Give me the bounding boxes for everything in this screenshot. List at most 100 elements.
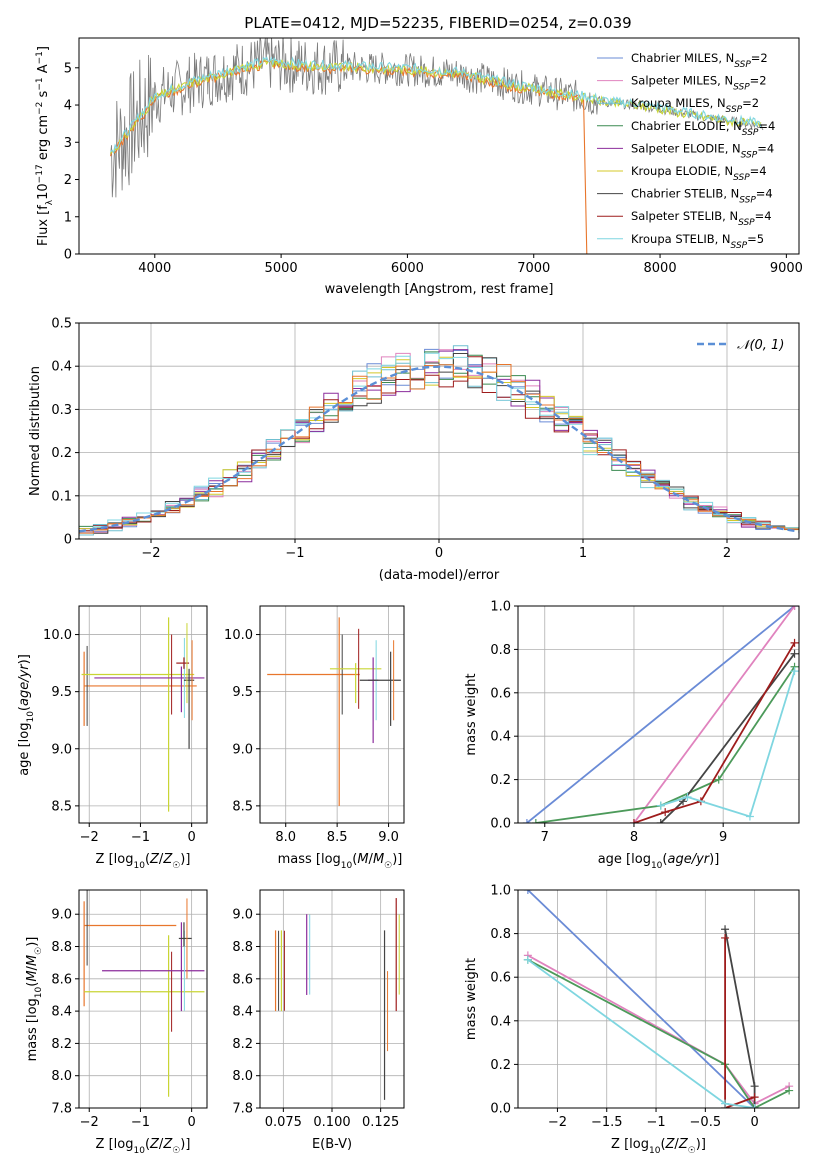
label-part: Z xyxy=(162,852,173,867)
x-tick-label: 0.100 xyxy=(313,1115,350,1130)
weight-marker xyxy=(790,638,799,647)
weight-series xyxy=(527,890,756,1108)
label-part: SSP xyxy=(733,83,750,93)
label-part: / xyxy=(159,1137,164,1152)
y-tick-label: 0.6 xyxy=(490,971,511,986)
x-tick-label: 8 xyxy=(630,830,638,845)
label-part: ( xyxy=(145,852,150,867)
y-axis-label: Normed distribution xyxy=(28,366,43,496)
x-tick-label: 9000 xyxy=(770,261,803,276)
x-axis-label: Z [log10(Z/Z☉)] xyxy=(96,1137,191,1156)
label-part: )] xyxy=(180,1137,190,1152)
x-tick-label: 0.075 xyxy=(265,1115,302,1130)
x-tick-label: 0.125 xyxy=(362,1115,399,1130)
label-part: Salpeter ELODIE, N xyxy=(631,141,741,155)
weight-marker xyxy=(750,1082,759,1091)
x-tick-label: −2 xyxy=(141,546,160,561)
x-tick-label: 1 xyxy=(579,546,587,561)
legend-entry: Salpeter MILES, NSSP=2 xyxy=(631,74,767,93)
label-part: Flux [f xyxy=(36,205,51,246)
label-part: )] xyxy=(392,852,402,867)
label-part: ( xyxy=(352,852,357,867)
x-tick-label: 0 xyxy=(435,546,443,561)
axes-frame xyxy=(78,37,800,255)
label-part: −17 xyxy=(35,164,45,183)
age-vs-metallicity-panel: −2 −1 08.59.09.510.0Z [log10(Z/Z☉)]age [lo… xyxy=(17,605,208,871)
label-part: SSP xyxy=(741,150,758,160)
label-part: Salpeter STELIB, N xyxy=(631,209,738,223)
axes-frame xyxy=(517,889,800,1109)
y-tick-label: 9.0 xyxy=(51,908,72,923)
label-part: Kroupa MILES, N xyxy=(631,96,726,110)
y-tick-label: 8.4 xyxy=(232,1005,253,1020)
legend-entry: Kroupa MILES, NSSP=2 xyxy=(631,96,759,115)
x-tick-label: 8.0 xyxy=(275,830,296,845)
label-part: ☉ xyxy=(172,861,180,871)
weight-marker xyxy=(523,955,532,964)
weight-marker xyxy=(750,1104,759,1108)
label-part: M xyxy=(357,852,368,867)
label-part: 10 xyxy=(651,861,663,871)
x-tick-label: −2 xyxy=(80,830,99,845)
label-part: =5 xyxy=(747,232,764,246)
legend-entry: Salpeter STELIB, NSSP=4 xyxy=(631,209,772,228)
x-tick-label: 7 xyxy=(541,830,549,845)
weight-marker xyxy=(522,819,531,823)
label-part: SSP xyxy=(733,173,750,183)
label-part: −1 xyxy=(35,51,45,64)
label-part: s xyxy=(36,90,51,101)
y-tick-label: 8.2 xyxy=(232,1037,253,1052)
weight-marker xyxy=(714,775,723,784)
label-part: 10 xyxy=(36,183,51,200)
y-tick-label: 8.0 xyxy=(232,1069,253,1084)
model-spectrum xyxy=(110,56,762,155)
y-axis-label: Flux [fλ10−17 erg cm−2 s−1 A−1] xyxy=(35,46,55,246)
weight-series xyxy=(527,959,755,1108)
label-part: mass [log xyxy=(278,852,341,867)
mass-vs-ebv-panel: 0.075 0.100 0.125 7.8 8.0 8.2 8.4 8.6 8.8 9.0 E(B-… xyxy=(232,889,405,1152)
label-part: −1 xyxy=(35,77,45,90)
y-axis-label: age [log10(age/yr)] xyxy=(17,654,36,776)
y-tick-label: 10.0 xyxy=(43,628,72,643)
x-tick-label: 0 xyxy=(750,1115,758,1130)
label-part: Chabrier MILES, N xyxy=(631,51,734,65)
weight-series xyxy=(527,954,790,1105)
y-tick-label: 1 xyxy=(64,210,72,225)
y-tick-label: 4 xyxy=(64,99,72,114)
label-part: age/yr xyxy=(17,663,32,706)
weight-marker xyxy=(523,890,532,894)
label-part: Z xyxy=(149,852,160,867)
label-part: Salpeter MILES, N xyxy=(631,74,733,88)
label-part: / xyxy=(369,852,374,867)
label-part: 10 xyxy=(341,861,353,871)
model-spectrum xyxy=(110,59,588,254)
weight-marker xyxy=(531,819,540,823)
weight-marker xyxy=(656,819,665,823)
label-part: age [log xyxy=(17,723,32,776)
weight-marker xyxy=(656,801,665,810)
x-tick-label: 8.5 xyxy=(327,830,348,845)
plot-area xyxy=(522,606,799,823)
axes-frame xyxy=(517,605,800,824)
y-tick-label: 9.0 xyxy=(232,908,253,923)
y-tick-label: 2 xyxy=(64,173,72,188)
plot-area xyxy=(267,617,401,806)
label-part: 10 xyxy=(26,711,36,723)
label-part: SSP xyxy=(739,196,756,206)
y-tick-label: 0.6 xyxy=(490,686,511,701)
weight-marker xyxy=(661,808,670,817)
label-part: )] xyxy=(17,654,32,664)
label-part: −2 xyxy=(35,102,45,115)
y-tick-label: 7.8 xyxy=(51,1102,72,1117)
label-part: ☉ xyxy=(384,861,392,871)
weight-series xyxy=(660,670,796,818)
weight-series xyxy=(633,606,796,823)
label-part: )] xyxy=(709,852,719,867)
weight-marker xyxy=(721,925,730,934)
weight-series xyxy=(633,642,796,823)
label-part: Kroupa ELODIE, N xyxy=(631,164,733,178)
label-part: Z xyxy=(149,1137,160,1152)
label-part: mass [log xyxy=(25,998,40,1061)
label-part: Z [log xyxy=(611,1137,649,1152)
y-tick-label: 8.6 xyxy=(51,972,72,987)
